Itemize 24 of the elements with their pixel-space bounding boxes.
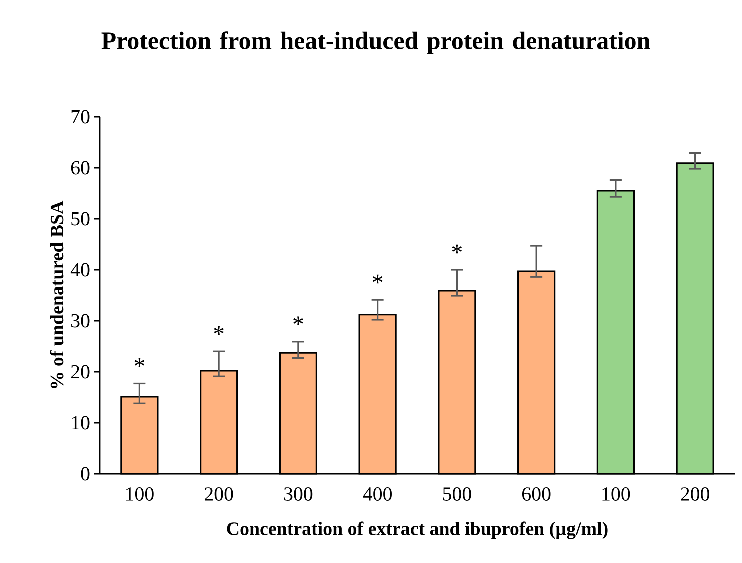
annotation: * — [214, 326, 224, 336]
x-tick-label: 300 — [284, 488, 313, 501]
y-tick-label: 70 — [72, 110, 90, 124]
annotation: * — [294, 316, 304, 326]
x-tick-label: 400 — [363, 488, 392, 501]
annotation: * — [373, 274, 383, 284]
chart-title: Protection from heat-induced protein denaturation — [102, 32, 650, 54]
y-tick-label: 10 — [72, 416, 90, 430]
y-tick-label: 30 — [72, 314, 90, 328]
x-tick-label: 100 — [126, 488, 154, 501]
x-tick-label: 500 — [443, 488, 472, 501]
x-tick-label: 100 — [602, 488, 630, 501]
y-axis-title: % of undenatured BSA — [50, 200, 64, 388]
x-tick-label: 200 — [681, 488, 710, 501]
y-tick-label: 20 — [71, 365, 90, 379]
annotation: * — [452, 244, 462, 254]
y-tick-label: 50 — [72, 212, 90, 226]
y-tick-label: 60 — [71, 161, 90, 175]
y-tick-label: 40 — [70, 263, 90, 277]
x-tick-label: 600 — [522, 488, 551, 501]
x-axis-title: Concentration of extract and ibuprofen (µg/ml) — [227, 522, 608, 540]
y-tick-label: 0 — [81, 467, 90, 481]
x-tick-label: 200 — [204, 488, 234, 501]
annotation: * — [134, 358, 145, 368]
